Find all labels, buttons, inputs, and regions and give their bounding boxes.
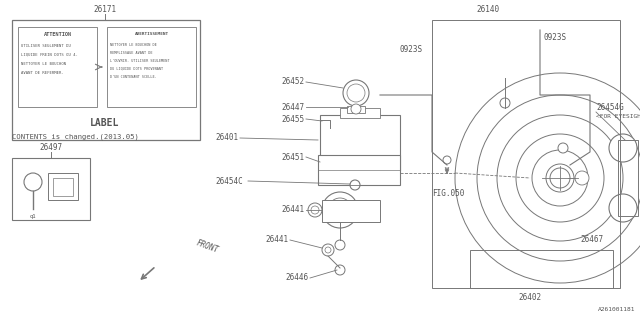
Bar	[318, 155, 400, 185]
Bar	[18, 27, 97, 107]
Text: AVANT DE REFERMER.: AVANT DE REFERMER.	[21, 71, 64, 75]
Circle shape	[609, 194, 637, 222]
Text: NETTOYER LE BOUCHON: NETTOYER LE BOUCHON	[21, 62, 66, 66]
Text: ATTENTION: ATTENTION	[44, 32, 72, 37]
Text: CONTENTS is changed.(2013.05): CONTENTS is changed.(2013.05)	[12, 133, 139, 140]
Bar	[618, 140, 638, 216]
Text: 0923S: 0923S	[543, 34, 566, 43]
Text: q1: q1	[29, 214, 36, 219]
Bar	[320, 115, 400, 170]
Circle shape	[308, 203, 322, 217]
Text: 26452: 26452	[281, 77, 304, 86]
Text: FIG.050: FIG.050	[432, 188, 465, 197]
Text: 26454C: 26454C	[215, 177, 243, 186]
Text: 26401: 26401	[215, 133, 238, 142]
Bar	[107, 27, 196, 107]
Text: FRONT: FRONT	[195, 239, 220, 255]
Circle shape	[609, 134, 637, 162]
Text: 26140: 26140	[476, 5, 500, 14]
Bar	[12, 158, 90, 220]
Circle shape	[351, 104, 361, 114]
Circle shape	[335, 240, 345, 250]
Bar	[432, 20, 620, 288]
Bar	[347, 106, 365, 113]
Text: 26454G: 26454G	[596, 102, 624, 111]
Text: LABEL: LABEL	[90, 118, 120, 128]
Bar	[470, 250, 613, 288]
Text: 26497: 26497	[40, 143, 63, 152]
Bar	[53, 178, 73, 196]
Circle shape	[350, 180, 360, 190]
Text: LIQUIDE FREIN DOTS OU 4.: LIQUIDE FREIN DOTS OU 4.	[21, 53, 78, 57]
Circle shape	[500, 98, 510, 108]
Circle shape	[575, 171, 589, 185]
Text: 26441: 26441	[281, 205, 304, 214]
Circle shape	[347, 84, 365, 102]
Text: 26446: 26446	[285, 274, 308, 283]
Text: REMPLISSAGE AVANT DE: REMPLISSAGE AVANT DE	[110, 51, 152, 55]
Text: 26447: 26447	[281, 102, 304, 111]
Circle shape	[343, 80, 369, 106]
Bar	[12, 20, 200, 140]
Text: A261001181: A261001181	[598, 307, 635, 312]
Circle shape	[322, 244, 334, 256]
Circle shape	[335, 265, 345, 275]
Text: AVERTISSEMENT: AVERTISSEMENT	[134, 32, 168, 36]
Text: 26441: 26441	[265, 236, 288, 244]
Circle shape	[443, 156, 451, 164]
Circle shape	[558, 143, 568, 153]
Text: D'UN CONTENANT SCELLE.: D'UN CONTENANT SCELLE.	[110, 75, 157, 79]
Text: 26451: 26451	[281, 153, 304, 162]
Bar	[48, 173, 78, 200]
Text: 26402: 26402	[518, 293, 541, 302]
Text: 0923S: 0923S	[400, 45, 423, 54]
Circle shape	[550, 168, 570, 188]
Text: NETTOYER LE BOUCHON DE: NETTOYER LE BOUCHON DE	[110, 43, 157, 47]
Bar	[322, 200, 380, 222]
Text: UTILISER SEULEMENT DU: UTILISER SEULEMENT DU	[21, 44, 71, 48]
Text: DU LIQUIDE DOTS PROVENANT: DU LIQUIDE DOTS PROVENANT	[110, 67, 163, 71]
Text: 26467: 26467	[580, 236, 603, 244]
Circle shape	[322, 192, 358, 228]
Text: <FOR EYESIGHT>: <FOR EYESIGHT>	[596, 115, 640, 119]
Bar	[340, 108, 380, 118]
Text: 26455: 26455	[281, 115, 304, 124]
Circle shape	[328, 198, 352, 222]
Text: 26171: 26171	[93, 5, 116, 14]
Text: L'OUVRIR. UTILISER SEULEMENT: L'OUVRIR. UTILISER SEULEMENT	[110, 59, 170, 63]
